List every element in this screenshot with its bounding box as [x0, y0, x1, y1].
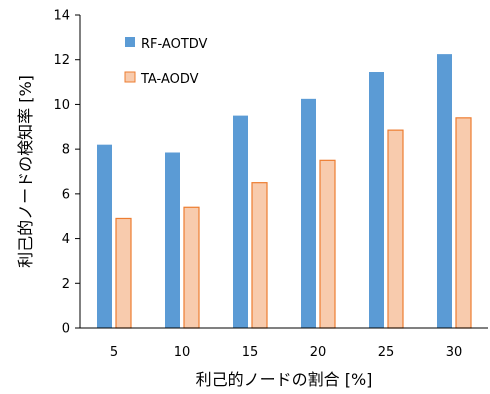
- x-axis-ticks: 5 10 15 20 25 30: [110, 345, 462, 360]
- y-tick-label: 2: [62, 277, 70, 292]
- bar-rf-aotdv-5: [97, 144, 112, 328]
- y-tick-label: 4: [62, 232, 70, 247]
- bar-rf-aotdv-30: [437, 54, 452, 328]
- bars: [97, 54, 472, 329]
- y-axis-ticks: 0 2 4 6 8 10 12 14: [53, 9, 80, 337]
- bar-ta-aodv-5: [115, 217, 132, 329]
- x-tick-label: 30: [446, 345, 463, 360]
- legend-swatch-ta-aodv: [124, 71, 136, 83]
- bar-rf-aotdv-20: [301, 98, 316, 328]
- y-tick-label: 10: [53, 98, 70, 113]
- bar-ta-aodv-20: [319, 159, 336, 329]
- x-tick-label: 10: [174, 345, 191, 360]
- x-axis-title: 利己的ノードの割合 [%]: [196, 370, 373, 389]
- y-tick-label: 8: [62, 143, 70, 158]
- bar-rf-aotdv-10: [165, 152, 180, 328]
- legend-label-rf-aotdv: RF-AOTDV: [141, 37, 208, 52]
- x-tick-label: 25: [378, 345, 395, 360]
- bar-ta-aodv-10: [183, 206, 200, 329]
- x-tick-label: 20: [310, 345, 327, 360]
- legend: RF-AOTDV TA-AODV: [124, 37, 208, 87]
- x-tick-label: 15: [242, 345, 259, 360]
- y-tick-label: 0: [62, 322, 70, 337]
- y-tick-label: 14: [53, 9, 70, 24]
- bar-rf-aotdv-25: [369, 72, 384, 328]
- legend-label-ta-aodv: TA-AODV: [140, 72, 199, 87]
- bar-ta-aodv-30: [455, 117, 472, 329]
- bar-rf-aotdv-15: [233, 115, 248, 328]
- bar-ta-aodv-15: [251, 182, 268, 329]
- bar-ta-aodv-25: [387, 129, 404, 329]
- y-tick-label: 6: [62, 187, 70, 202]
- x-tick-label: 5: [110, 345, 118, 360]
- legend-swatch-rf-aotdv: [125, 37, 135, 47]
- y-axis-title: 利己的ノードの検知率 [%]: [16, 75, 35, 268]
- y-tick-label: 12: [53, 53, 70, 68]
